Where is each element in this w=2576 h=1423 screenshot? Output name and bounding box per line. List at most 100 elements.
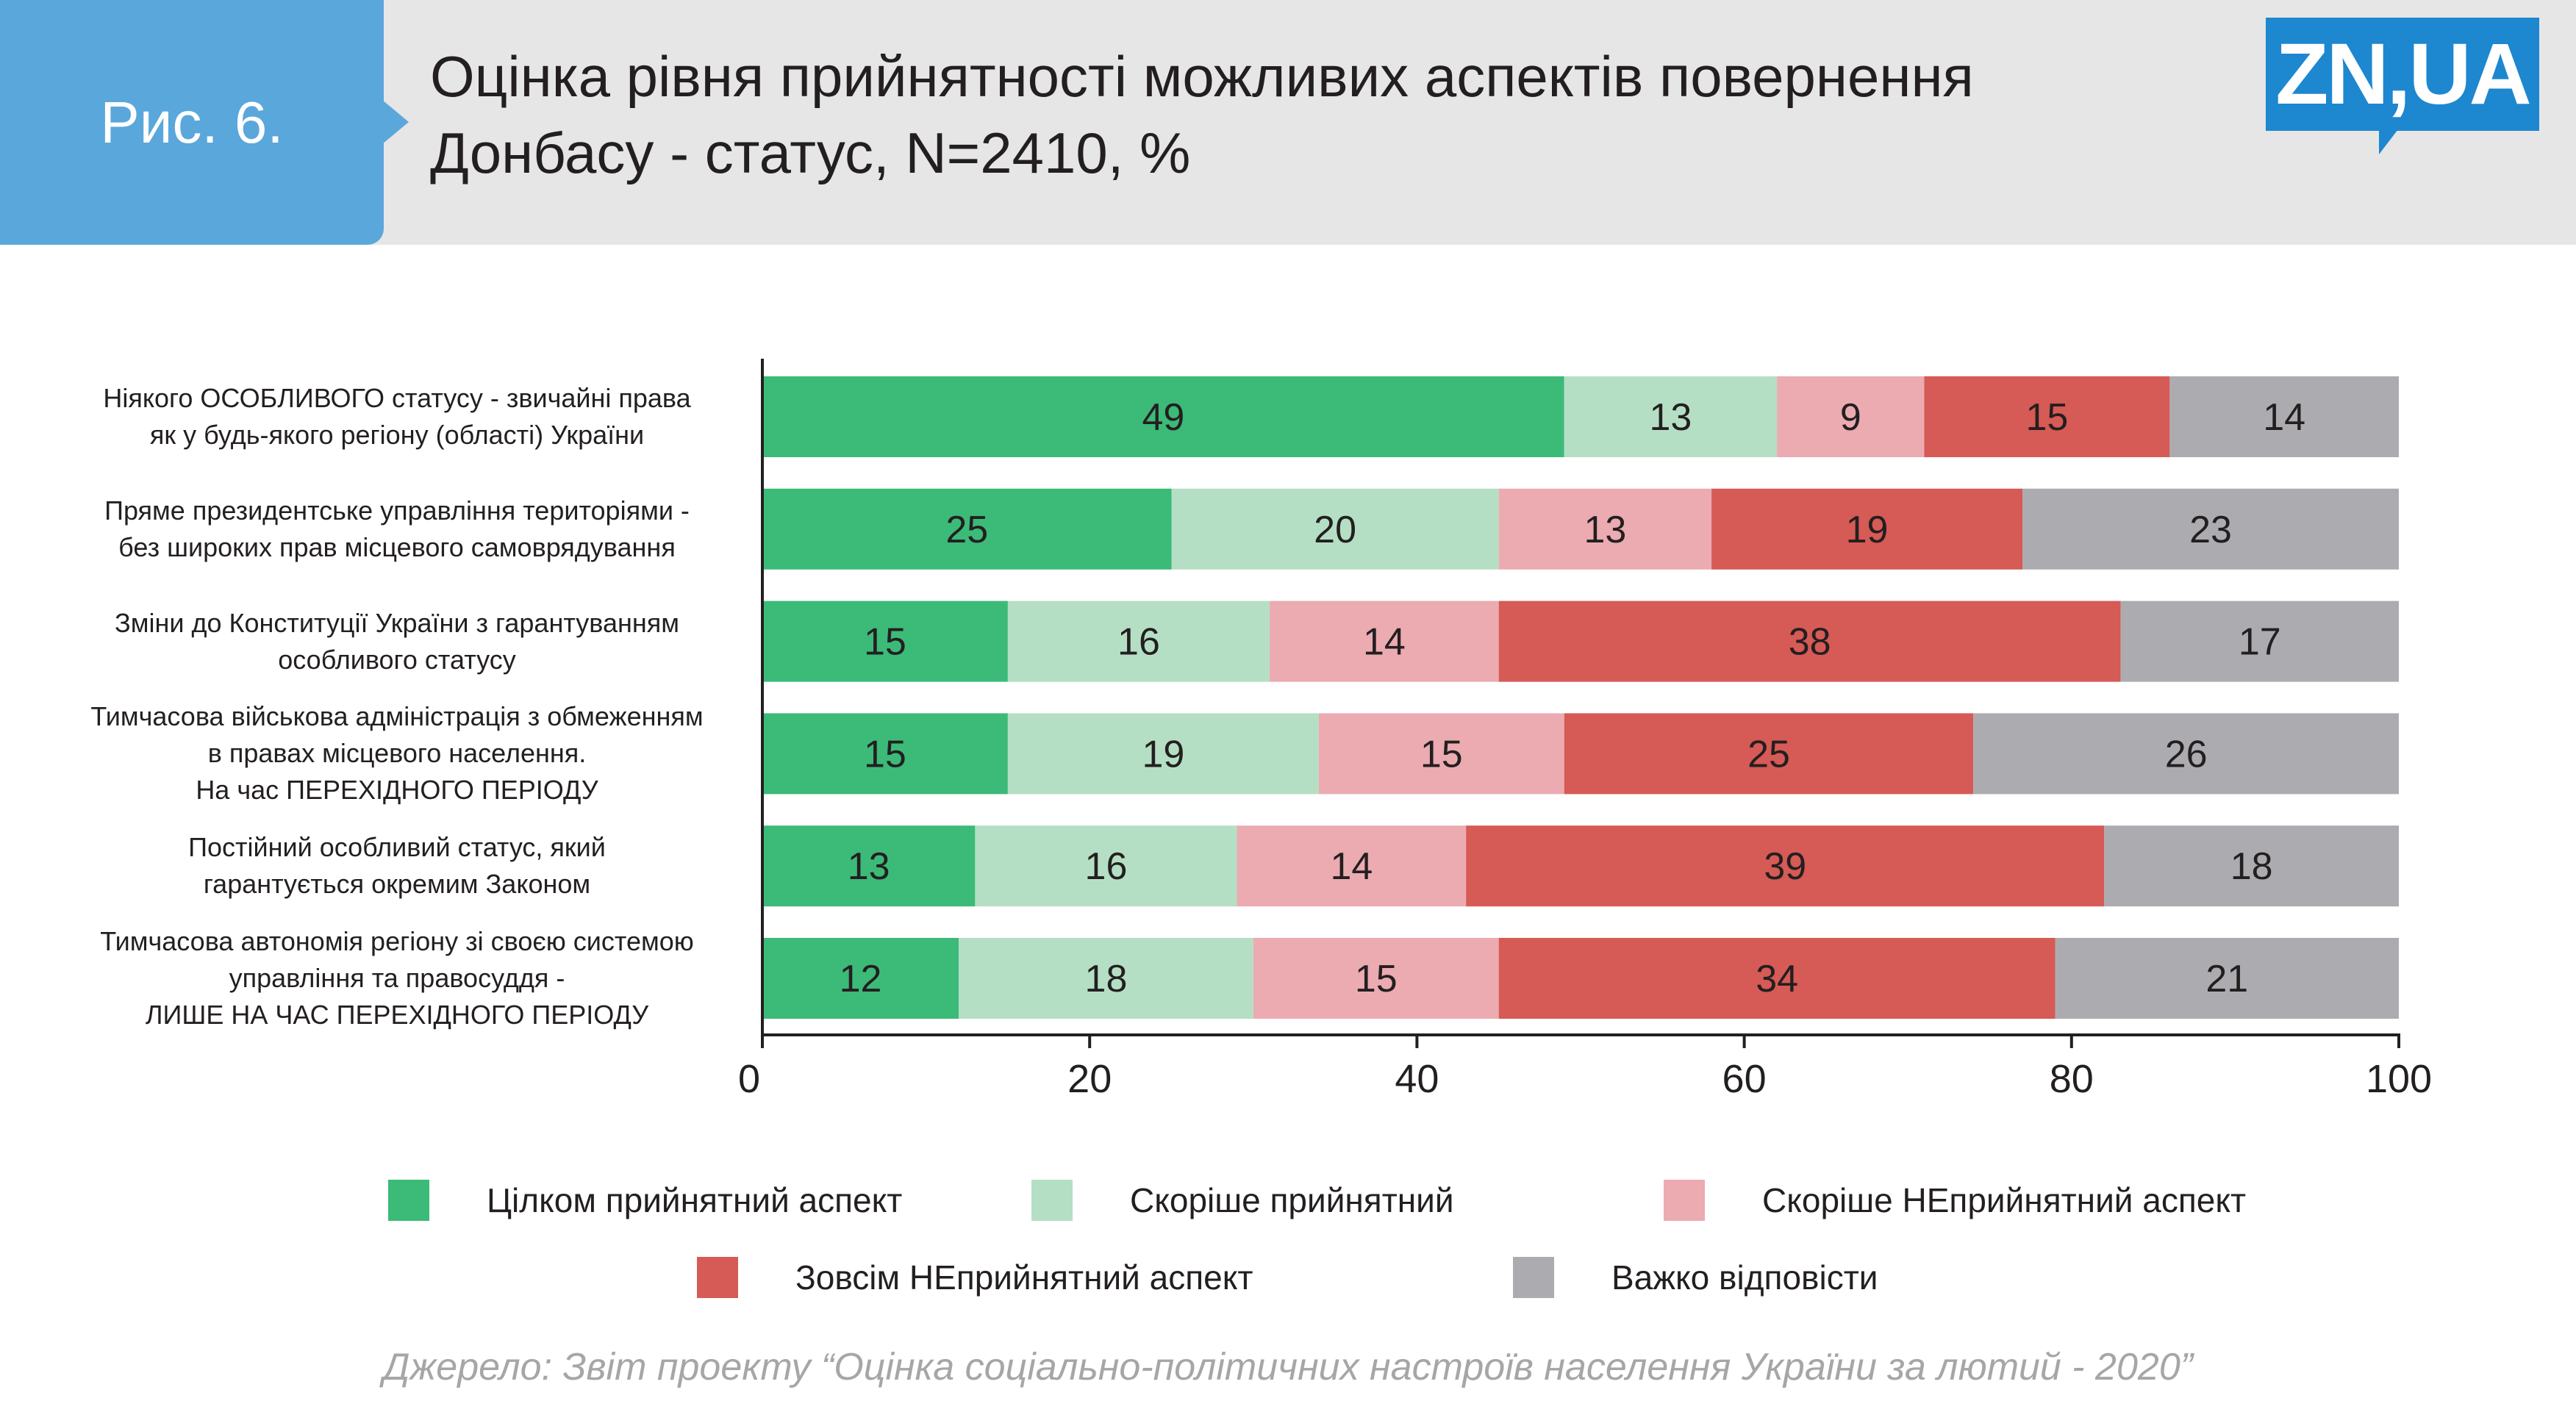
data-label: 15 <box>864 621 906 664</box>
data-label: 18 <box>2230 845 2273 888</box>
figure-label: Рис. 6. <box>0 0 384 245</box>
bar-segment <box>762 601 1008 682</box>
data-label: 16 <box>1117 621 1160 664</box>
data-label: 15 <box>1420 733 1463 775</box>
data-label: 13 <box>848 845 890 888</box>
bar-segment <box>1924 376 2170 457</box>
legend-swatch <box>697 1257 738 1298</box>
bar-segment <box>1237 825 1467 907</box>
chart-title-line-2: Донбасу - статус, N=2410, % <box>430 121 1191 185</box>
category-label-line: гарантується окремим Законом <box>203 869 591 900</box>
category-label-line: ЛИШЕ НА ЧАС ПЕРЕХІДНОГО ПЕРІОДУ <box>145 1000 649 1030</box>
data-label: 16 <box>1085 845 1128 888</box>
data-label: 13 <box>1584 509 1626 551</box>
bars-group: 49 13 9 15 14 25 20 13 19 23 15 16 14 38 17 15 19 15 25 26 1… <box>762 376 2399 1019</box>
category-label-line: Постійний особливий статус, який <box>188 832 606 863</box>
bar-segment <box>1270 601 1499 682</box>
x-tick-label: 60 <box>1722 1057 1767 1101</box>
data-label: 23 <box>2189 509 2232 551</box>
chart-title: Оцінка рівня прийнятності можливих аспек… <box>430 38 2047 191</box>
data-label: 19 <box>1142 733 1184 775</box>
zn-ua-logo[interactable]: ZN,UA <box>2266 18 2539 131</box>
data-label: 9 <box>1840 396 1861 439</box>
data-label: 49 <box>1142 396 1184 439</box>
bar-segment <box>1564 376 1778 457</box>
legend-swatch <box>388 1180 429 1221</box>
category-label-line: Тимчасова автономія регіону зі своєю сис… <box>100 926 694 956</box>
data-label: 25 <box>945 509 988 551</box>
data-label: 34 <box>1756 958 1798 1000</box>
bar-segment <box>762 825 976 907</box>
bar-segment <box>762 938 959 1019</box>
chart-title-line-1: Оцінка рівня прийнятності можливих аспек… <box>430 44 1974 109</box>
data-label: 14 <box>2263 396 2305 439</box>
x-axis: 0 20 40 60 80 100 <box>738 359 2432 1101</box>
x-tick-label: 40 <box>1395 1057 1439 1101</box>
legend-swatch <box>1031 1180 1073 1221</box>
bar-segment <box>1777 376 1925 457</box>
bar-segment <box>2169 376 2399 457</box>
source-note: Джерело: Звіт проекту “Оцінка соціально-… <box>382 1346 2194 1388</box>
category-label: Зміни до Конституції України з гарантува… <box>44 605 750 678</box>
x-tick-label: 0 <box>738 1057 760 1101</box>
bar-segment <box>1318 713 1564 795</box>
bar-segment <box>1171 488 1499 570</box>
data-label: 15 <box>2025 396 2068 439</box>
data-label: 17 <box>2239 621 2281 664</box>
category-label: Ніякого ОСОБЛИВОГО статусу - звичайні пр… <box>44 380 750 454</box>
legend-label: Зовсім НЕприйнятний аспект <box>795 1258 1253 1297</box>
category-label-line: в правах місцевого населення. <box>207 738 587 769</box>
bar-segment <box>1711 488 2023 570</box>
data-label: 38 <box>1789 621 1831 664</box>
category-label-line: особливого статусу <box>278 644 516 675</box>
bar-segment <box>1466 825 2105 907</box>
x-tick-label: 80 <box>2050 1057 2094 1101</box>
bar-segment <box>1498 938 2056 1019</box>
bar-segment <box>1253 938 1499 1019</box>
bar-segment <box>1498 601 2121 682</box>
data-label: 13 <box>1650 396 1692 439</box>
data-label: 14 <box>1363 621 1406 664</box>
category-label-line: Тимчасова військова адміністрація з обме… <box>90 701 704 732</box>
bar-segment <box>1973 713 2399 795</box>
bar-segment <box>762 376 1564 457</box>
legend-item: Цілком прийнятний аспект <box>388 1180 902 1221</box>
x-tick-label: 100 <box>2366 1057 2432 1101</box>
bar-segment <box>1564 713 1974 795</box>
data-label: 39 <box>1764 845 1806 888</box>
legend-label: Скоріше прийнятний <box>1130 1181 1454 1219</box>
data-label: 25 <box>1747 733 1790 775</box>
bar-segment <box>2022 488 2399 570</box>
category-label-line: управління та правосуддя - <box>229 963 565 993</box>
data-label: 14 <box>1330 845 1373 888</box>
category-label: Тимчасова військова адміністрація з обме… <box>44 698 750 809</box>
category-label-line: як у будь-якого регіону (області) Україн… <box>149 420 645 450</box>
data-label: 12 <box>840 958 882 1000</box>
data-label: 20 <box>1314 509 1356 551</box>
data-label: 15 <box>864 733 906 775</box>
legend-label: Цілком прийнятний аспект <box>487 1181 903 1219</box>
category-label: Постійний особливий статус, який гарантує… <box>44 829 750 903</box>
data-label: 15 <box>1355 958 1398 1000</box>
bar-segment <box>959 938 1253 1019</box>
legend-swatch <box>1664 1180 1705 1221</box>
bar-segment <box>1007 713 1319 795</box>
x-tick-label: 20 <box>1067 1057 1112 1101</box>
bar-segment <box>762 713 1008 795</box>
legend: Цілком прийнятний аспект Скоріше прийнятн… <box>0 1161 2576 1338</box>
stacked-bar-chart: 49 13 9 15 14 25 20 13 19 23 15 16 14 38 17 15 19 15 25 26 1… <box>738 359 2432 1101</box>
bar-segment <box>1498 488 1712 570</box>
data-label: 21 <box>2205 958 2248 1000</box>
category-label: Пряме президентське управління територія… <box>44 492 750 566</box>
category-label-line: Пряме президентське управління територія… <box>104 495 690 526</box>
category-label-line: Ніякого ОСОБЛИВОГО статусу - звичайні пр… <box>103 383 691 413</box>
data-label: 18 <box>1085 958 1128 1000</box>
category-label-line: Зміни до Конституції України з гарантува… <box>115 607 679 638</box>
legend-item: Важко відповісти <box>1513 1257 1878 1298</box>
legend-swatch <box>1513 1257 1554 1298</box>
legend-item: Зовсім НЕприйнятний аспект <box>697 1257 1253 1298</box>
bar-segment <box>2120 601 2399 682</box>
bar-segment <box>2055 938 2399 1019</box>
bar-segment <box>1007 601 1270 682</box>
legend-label: Важко відповісти <box>1611 1258 1878 1297</box>
